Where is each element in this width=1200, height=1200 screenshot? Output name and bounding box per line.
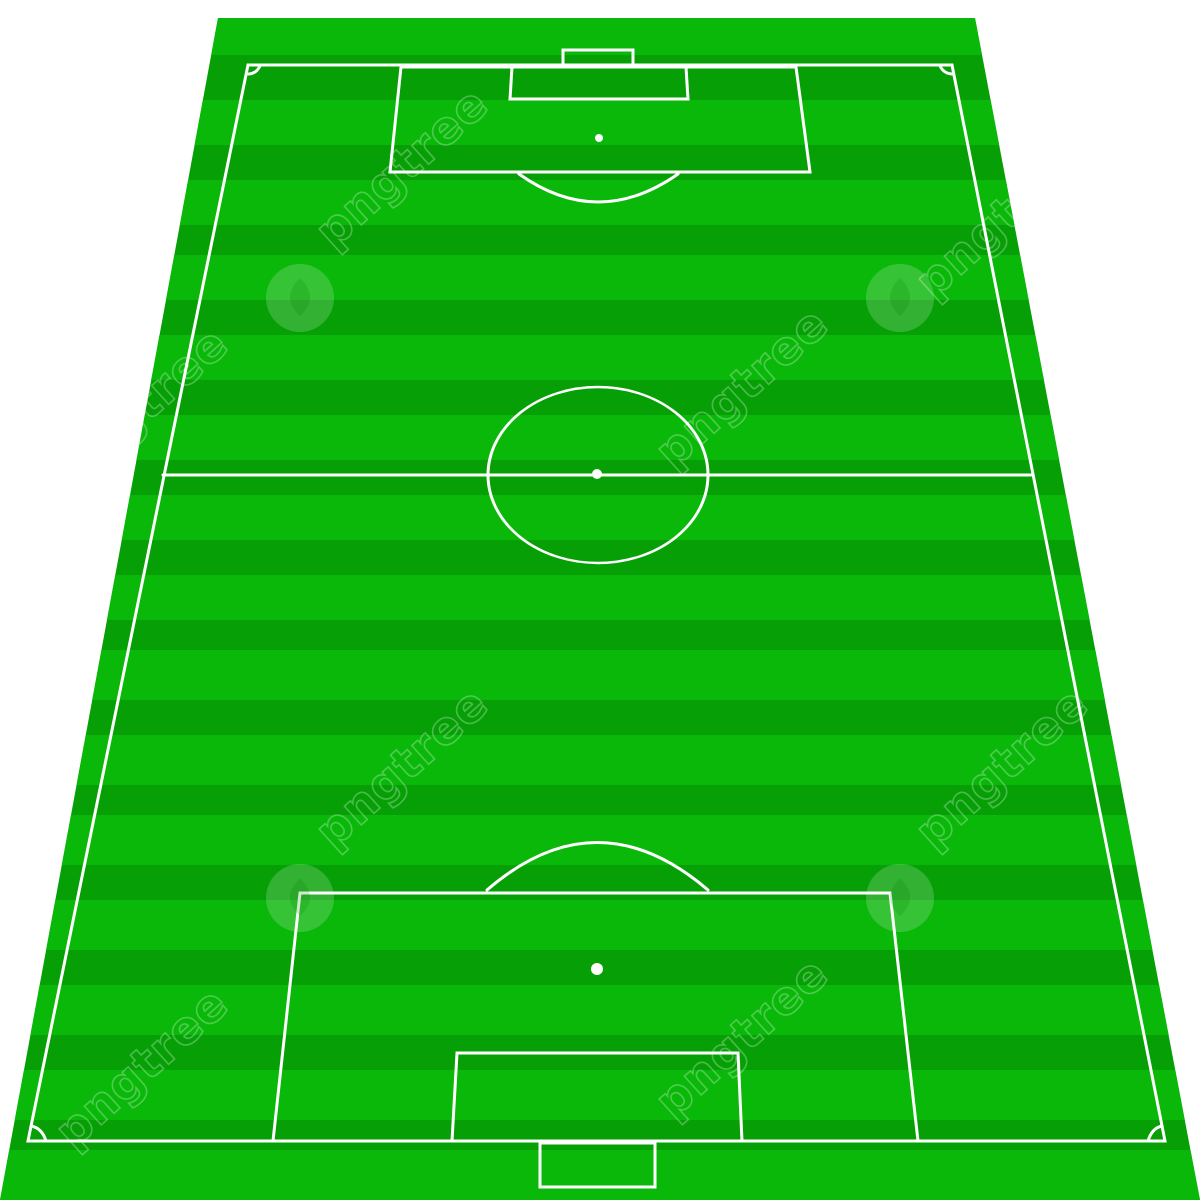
pngtree-leaf-logo-icon (866, 264, 934, 332)
bottom-goal-area (450, 1051, 744, 1143)
pngtree-leaf-logo-icon (266, 864, 334, 932)
bottom-penalty-arc (485, 841, 710, 892)
grass-stripe (0, 495, 1200, 540)
grass-stripe (0, 335, 1200, 380)
grass-stripe (0, 735, 1200, 785)
bottom-penalty-area (271, 891, 920, 1143)
touchline-boundary (26, 63, 1167, 1143)
pngtree-leaf-logo-icon (266, 264, 334, 332)
grass-stripe (0, 650, 1200, 700)
grass-stripe (0, 575, 1200, 620)
grass-stripe (0, 415, 1200, 460)
grass-stripe (0, 1070, 1200, 1120)
grass-stripe (0, 815, 1200, 865)
top-goal-area (508, 65, 690, 101)
center-circle (486, 385, 710, 565)
grass-stripe (0, 900, 1200, 950)
grass-stripe (0, 255, 1200, 300)
corner-arc-top-left (246, 64, 262, 76)
bottom-penalty-spot (591, 963, 603, 975)
corner-arc-bottom-left (29, 1124, 48, 1143)
corner-arc-bottom-right (1146, 1124, 1164, 1143)
bottom-goal (538, 1141, 657, 1189)
grass-stripe (0, 1150, 1200, 1200)
corner-arc-top-right (938, 64, 955, 76)
center-spot (592, 469, 602, 479)
top-penalty-spot (595, 134, 603, 142)
grass-stripe (0, 985, 1200, 1035)
field-markings (26, 48, 1167, 1189)
top-penalty-arc (517, 172, 680, 204)
pngtree-leaf-logo-icon (866, 864, 934, 932)
